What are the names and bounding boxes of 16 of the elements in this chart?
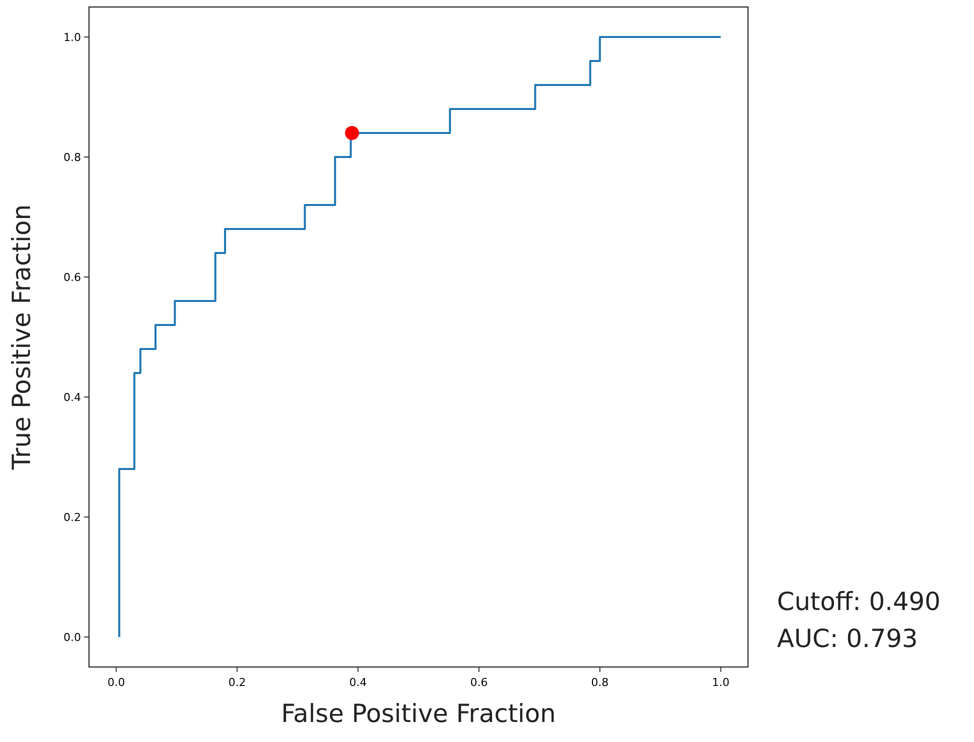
x-tick-label: 0.8 [591, 676, 609, 689]
y-tick-label: 0.8 [64, 150, 81, 164]
x-tick-label: 0.6 [470, 676, 488, 689]
text: Cutoff: 0.490 [777, 587, 941, 616]
x-tick-label: 0.2 [228, 676, 246, 689]
x-axis-title: False Positive Fraction [281, 699, 556, 728]
text: AUC: 0.793 [777, 624, 918, 653]
y-tick-label: 0.6 [64, 270, 81, 284]
y-axis-title: True Positive Fraction [7, 204, 36, 471]
x-tick-label: 0.0 [107, 676, 125, 689]
y-tick-label: 0.0 [64, 630, 81, 644]
y-tick-label: 0.4 [64, 390, 81, 404]
x-tick-label: 1.0 [712, 676, 730, 689]
x-tick-label: 0.4 [349, 676, 367, 689]
y-tick-label: 0.2 [64, 510, 81, 524]
y-tick-label: 1.0 [64, 30, 81, 44]
